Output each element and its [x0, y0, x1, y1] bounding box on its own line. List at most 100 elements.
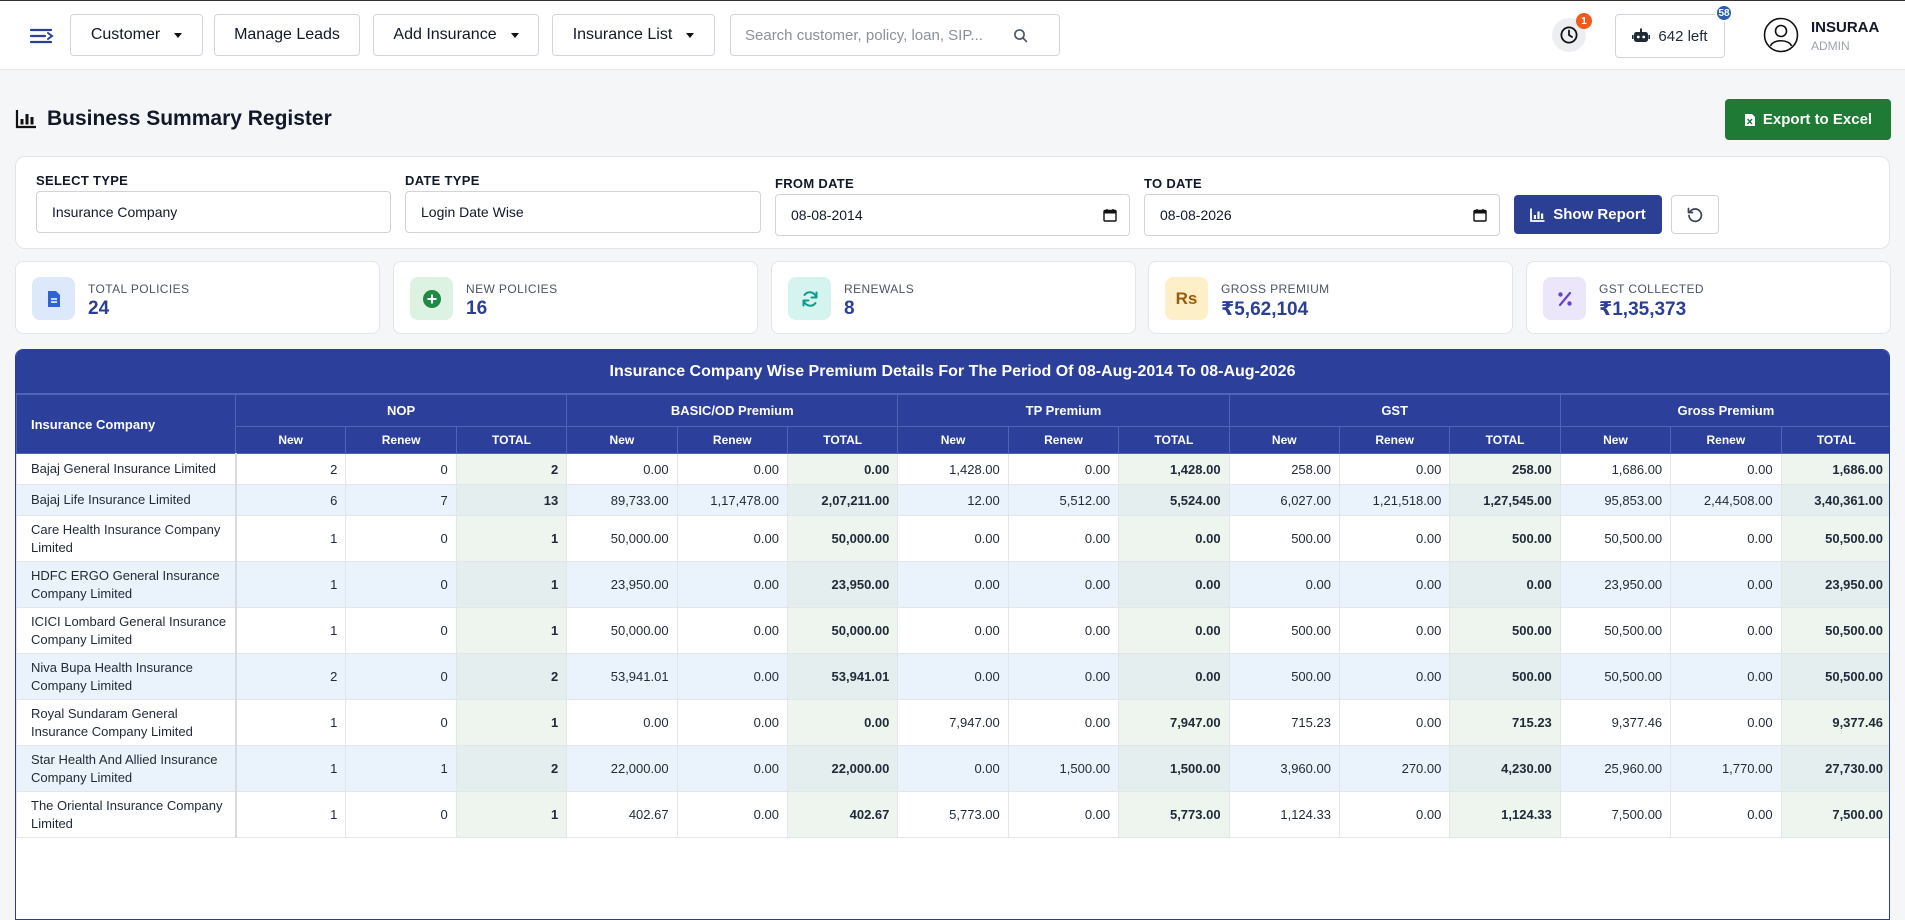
- show-report-button[interactable]: Show Report: [1514, 195, 1662, 234]
- reset-filters-button[interactable]: [1671, 195, 1719, 234]
- company-name-cell: Care Health Insurance Company Limited: [16, 515, 237, 562]
- column-subheader: Renew: [676, 426, 788, 454]
- add-insurance-menu-button[interactable]: Add Insurance: [373, 14, 539, 56]
- value-cell: 1: [234, 607, 347, 654]
- ai-credits-button[interactable]: 642 left: [1615, 14, 1725, 58]
- value-cell: 2,44,508.00: [1670, 484, 1782, 516]
- select-type-value: Insurance Company: [52, 204, 178, 220]
- customer-menu-button[interactable]: Customer: [70, 14, 203, 56]
- insurance-list-label: Insurance List: [572, 26, 673, 43]
- value-cell: 0.00: [676, 561, 788, 608]
- value-cell: 1,500.00: [1007, 745, 1120, 792]
- value-cell: 0.00: [1007, 607, 1120, 654]
- value-cell: 0.00: [1670, 791, 1782, 838]
- stat-value: 24: [88, 298, 110, 319]
- value-cell: 3,960.00: [1228, 745, 1340, 792]
- stat-value: ₹5,62,104: [1221, 299, 1309, 320]
- value-cell: 1,21,518.00: [1338, 484, 1451, 516]
- column-subheader: New: [566, 426, 678, 454]
- stat-value: 8: [844, 298, 855, 319]
- total-cell: 0.00: [1118, 607, 1230, 654]
- value-cell: 2: [234, 653, 347, 700]
- value-cell: 7,500.00: [1559, 791, 1672, 838]
- company-name-cell: Royal Sundaram General Insurance Company…: [16, 699, 237, 746]
- value-cell: 0.00: [1228, 561, 1340, 608]
- column-subheader: TOTAL: [1449, 426, 1561, 454]
- search-icon[interactable]: [1013, 28, 1029, 44]
- value-cell: 0.00: [897, 607, 1009, 654]
- value-cell: 1,124.33: [1228, 791, 1340, 838]
- calendar-icon[interactable]: [1103, 208, 1117, 222]
- menu-toggle-icon[interactable]: [28, 25, 56, 47]
- total-cell: 50,500.00: [1780, 515, 1889, 562]
- value-cell: 50,000.00: [566, 515, 678, 562]
- total-cell: 5,773.00: [1118, 791, 1230, 838]
- export-label: Export to Excel: [1762, 111, 1873, 128]
- to-date-input[interactable]: 08-08-2026: [1144, 194, 1500, 236]
- column-group-nop: NOP: [234, 394, 568, 427]
- value-cell: 500.00: [1228, 607, 1340, 654]
- refresh-icon: [788, 277, 831, 320]
- stat-card-gross-premium: Rs GROSS PREMIUM ₹5,62,104: [1148, 261, 1513, 334]
- select-type-dropdown[interactable]: Insurance Company: [36, 191, 391, 233]
- company-name-cell: Bajaj General Insurance Limited: [16, 453, 237, 485]
- total-cell: 500.00: [1449, 515, 1561, 562]
- company-name-cell: Star Health And Allied Insurance Company…: [16, 745, 237, 792]
- value-cell: 0.00: [1670, 515, 1782, 562]
- column-subheader: Renew: [1338, 426, 1451, 454]
- column-header-company: Insurance Company: [16, 394, 236, 454]
- value-cell: 0.00: [897, 745, 1009, 792]
- value-cell: 0.00: [897, 653, 1009, 700]
- value-cell: 1: [234, 515, 347, 562]
- user-name: INSURAA: [1811, 19, 1880, 36]
- manage-leads-button[interactable]: Manage Leads: [214, 14, 360, 56]
- show-report-label: Show Report: [1553, 206, 1646, 223]
- value-cell: 23,950.00: [566, 561, 678, 608]
- export-to-excel-button[interactable]: Export to Excel: [1725, 99, 1891, 140]
- value-cell: 53,941.01: [566, 653, 678, 700]
- table-row: The Oriental Insurance Company Limited 1 0…: [16, 791, 1889, 838]
- value-cell: 270.00: [1338, 745, 1451, 792]
- clock-icon: [1560, 26, 1578, 44]
- value-cell: 23,950.00: [1559, 561, 1672, 608]
- calendar-icon[interactable]: [1473, 208, 1487, 222]
- search-input[interactable]: [745, 25, 1015, 45]
- value-cell: 2: [234, 453, 347, 485]
- total-cell: 402.67: [786, 791, 899, 838]
- chevron-down-icon: [510, 32, 519, 38]
- column-subheader: New: [1559, 426, 1672, 454]
- credits-badge: 58: [1715, 4, 1733, 22]
- column-subheader: New: [234, 426, 347, 454]
- total-cell: 0.00: [1118, 561, 1230, 608]
- from-date-input[interactable]: 08-08-2014: [775, 194, 1130, 236]
- column-group-gst: GST: [1228, 394, 1561, 427]
- from-date-label: FROM DATE: [775, 176, 855, 191]
- page-header: Business Summary Register: [15, 107, 332, 131]
- total-cell: 500.00: [1449, 653, 1561, 700]
- value-cell: 9,377.46: [1559, 699, 1672, 746]
- table-row: Royal Sundaram General Insurance Company…: [16, 699, 1889, 746]
- page-title: Business Summary Register: [47, 107, 332, 130]
- column-group-basic-od: BASIC/OD Premium: [566, 394, 899, 427]
- value-cell: 89,733.00: [566, 484, 678, 516]
- date-type-dropdown[interactable]: Login Date Wise: [405, 191, 761, 233]
- company-name-cell: Bajaj Life Insurance Limited: [16, 484, 237, 516]
- bar-chart-icon: [1530, 208, 1545, 222]
- table-row: ICICI Lombard General Insurance Company …: [16, 607, 1889, 654]
- company-name-cell: Niva Bupa Health Insurance Company Limit…: [16, 653, 237, 700]
- value-cell: 0.00: [676, 745, 788, 792]
- stat-card-new-policies: NEW POLICIES 16: [393, 261, 758, 334]
- manage-leads-label: Manage Leads: [234, 26, 340, 43]
- insurance-list-menu-button[interactable]: Insurance List: [552, 14, 715, 56]
- value-cell: 1: [234, 791, 347, 838]
- total-cell: 13: [455, 484, 568, 516]
- value-cell: 0.00: [1670, 453, 1782, 485]
- value-cell: 715.23: [1228, 699, 1340, 746]
- total-cell: 1: [455, 699, 568, 746]
- value-cell: 1: [234, 699, 347, 746]
- user-avatar-icon[interactable]: [1763, 17, 1799, 53]
- column-subheader: New: [1228, 426, 1340, 454]
- value-cell: 500.00: [1228, 653, 1340, 700]
- reset-icon: [1687, 207, 1703, 222]
- top-navbar: Customer Manage Leads Add Insurance Insu…: [0, 0, 1905, 70]
